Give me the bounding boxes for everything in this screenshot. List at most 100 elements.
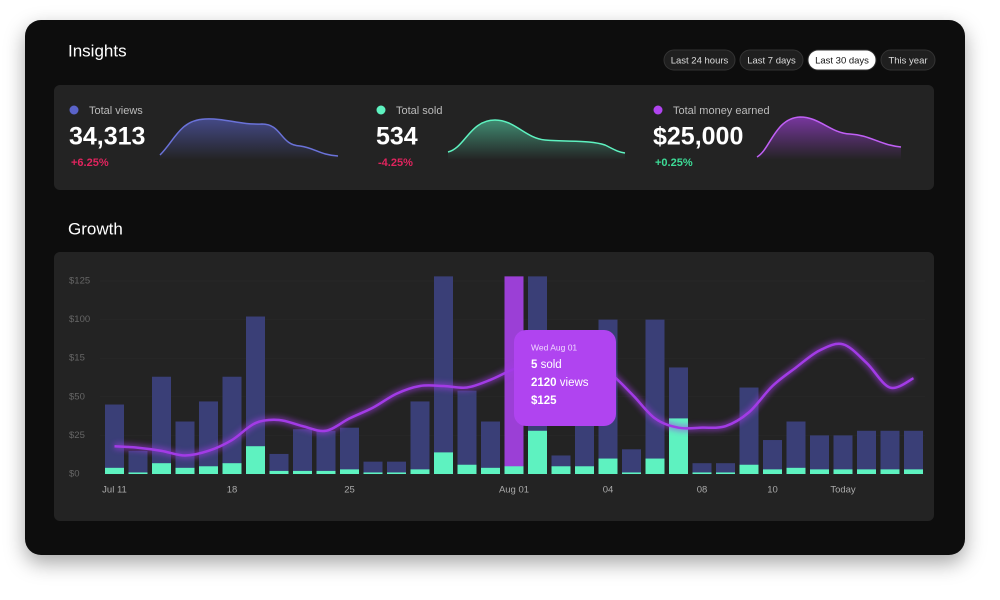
- y-tick-label: $100: [69, 314, 90, 325]
- stat-label: Total money earned: [673, 105, 770, 117]
- sold-bar: [810, 469, 829, 474]
- sparkline-area: [448, 120, 625, 160]
- views-bar: [645, 319, 665, 474]
- sold-bar: [504, 466, 524, 474]
- views-bar: [105, 404, 124, 474]
- sold-bar: [387, 472, 406, 474]
- views-bar: [692, 463, 712, 474]
- sold-bar: [528, 430, 547, 474]
- x-tick-label: 10: [767, 485, 778, 496]
- y-tick-label: $125: [69, 276, 90, 287]
- sold-bar: [481, 467, 500, 474]
- tooltip-value: $125: [531, 395, 557, 407]
- range-button[interactable]: This year: [880, 49, 936, 71]
- button-label[interactable]: Last 24 hours: [671, 56, 729, 67]
- stat-change: +6.25%: [71, 157, 109, 169]
- button-label[interactable]: Last 30 days: [815, 56, 869, 67]
- views-bar: [739, 387, 759, 474]
- sparkline-area: [160, 118, 338, 160]
- button-bg[interactable]: [663, 49, 736, 71]
- range-button[interactable]: Last 30 days: [807, 49, 877, 71]
- range-button[interactable]: Last 24 hours: [663, 49, 736, 71]
- chart-card: [54, 252, 934, 521]
- sold-bar: [904, 469, 923, 474]
- views-bar: [763, 440, 782, 474]
- sold-bar: [363, 472, 383, 474]
- views-bar: [246, 316, 265, 474]
- button-bg[interactable]: [807, 49, 877, 71]
- sold-bar: [833, 469, 853, 474]
- sold-bar: [622, 472, 641, 474]
- tooltip: [514, 330, 616, 426]
- views-bar: [128, 450, 148, 474]
- sold-bar: [763, 469, 782, 474]
- y-tick-label: $25: [69, 430, 85, 441]
- sparkline: [756, 116, 902, 158]
- sold-bar: [857, 469, 876, 474]
- tooltip-row: 5 sold: [531, 359, 562, 371]
- y-tick-label: $50: [69, 391, 85, 402]
- stat-label: Total views: [89, 105, 143, 117]
- views-bar: [410, 401, 430, 474]
- button-label[interactable]: Last 7 days: [747, 56, 796, 67]
- x-tick-label: 18: [227, 485, 238, 496]
- views-bar: [880, 430, 900, 474]
- sold-bar: [222, 463, 242, 474]
- sold-bar: [880, 469, 900, 474]
- sold-bar: [551, 466, 571, 474]
- sold-bar: [669, 418, 688, 474]
- sold-bar: [410, 469, 430, 474]
- views-bar: [293, 429, 312, 474]
- sparkline-area: [757, 117, 901, 160]
- views-bar: [387, 461, 406, 474]
- tooltip-unit: views: [560, 377, 589, 389]
- stat-change: +0.25%: [655, 157, 693, 169]
- stat-dot: [69, 105, 79, 115]
- range-buttons: Last 24 hours Last 7 days Last 30 days This…: [663, 49, 936, 71]
- sold-bar: [269, 470, 289, 474]
- button-label[interactable]: This year: [888, 56, 927, 67]
- sold-bar: [175, 467, 195, 474]
- button-bg[interactable]: [880, 49, 936, 71]
- stat-value: 34,313: [69, 123, 145, 151]
- sold-bar: [199, 466, 218, 474]
- stat-dot: [376, 105, 386, 115]
- sold-bar: [739, 464, 759, 474]
- sold-bar: [645, 458, 665, 474]
- sparkline: [159, 118, 339, 157]
- stat-value: 534: [376, 123, 418, 151]
- x-tick-label: 25: [344, 485, 355, 496]
- tooltip-row: $125: [531, 395, 557, 407]
- sold-bar: [293, 470, 312, 474]
- sold-bar: [716, 472, 735, 474]
- button-bg[interactable]: [739, 49, 804, 71]
- sold-bar: [457, 464, 477, 474]
- sold-bar: [598, 458, 618, 474]
- views-bar: [316, 430, 336, 474]
- x-tick-label: Jul 11: [102, 485, 127, 496]
- stat-value: $25,000: [653, 123, 743, 151]
- x-tick-label: 08: [697, 485, 708, 496]
- tooltip-row: 2120 views: [531, 377, 589, 389]
- sold-bar: [575, 466, 594, 474]
- views-bar: [833, 435, 853, 474]
- x-tick-label: Today: [830, 485, 856, 496]
- sold-bar: [246, 446, 265, 474]
- x-tick-label: Aug 01: [499, 485, 529, 496]
- views-bar: [622, 449, 641, 474]
- views-bar: [716, 463, 735, 474]
- tooltip-value: 2120: [531, 377, 557, 389]
- views-bar: [857, 430, 876, 474]
- section-title: Growth: [68, 219, 123, 238]
- views-bar: [786, 421, 806, 474]
- y-tick-label: $15: [69, 353, 85, 364]
- sold-bar: [316, 470, 336, 474]
- views-bar: [481, 421, 500, 474]
- range-button[interactable]: Last 7 days: [739, 49, 804, 71]
- stat-change: -4.25%: [378, 157, 413, 169]
- sold-bar: [340, 469, 359, 474]
- views-bar: [434, 276, 453, 474]
- views-bar: [152, 376, 171, 474]
